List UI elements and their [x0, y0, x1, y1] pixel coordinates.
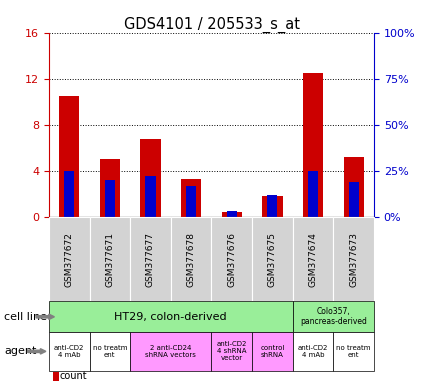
Text: GSM377673: GSM377673 [349, 232, 358, 287]
Text: HT29, colon-derived: HT29, colon-derived [114, 312, 227, 322]
Bar [227, 212, 237, 217]
Text: no treatm
ent: no treatm ent [93, 345, 127, 358]
Text: anti-CD2
4 mAb: anti-CD2 4 mAb [298, 345, 328, 358]
Bar [64, 171, 74, 217]
Text: GSM377676: GSM377676 [227, 232, 236, 287]
Text: control
shRNA: control shRNA [260, 345, 285, 358]
Bar [308, 171, 318, 217]
Text: no treatm
ent: no treatm ent [337, 345, 371, 358]
Text: GSM377674: GSM377674 [309, 232, 317, 286]
Text: GSM377671: GSM377671 [105, 232, 114, 287]
Text: 2 anti-CD24
shRNA vectors: 2 anti-CD24 shRNA vectors [145, 345, 196, 358]
Bar [105, 180, 115, 217]
Bar [348, 182, 359, 217]
Text: Colo357,
pancreas-derived: Colo357, pancreas-derived [300, 307, 367, 326]
Text: GSM377672: GSM377672 [65, 232, 74, 286]
Text: agent: agent [4, 346, 37, 356]
Bar [343, 157, 364, 217]
Text: GSM377678: GSM377678 [187, 232, 196, 287]
Bar [140, 139, 161, 217]
Bar [262, 196, 283, 217]
Bar [186, 185, 196, 217]
Text: GDS4101 / 205533_s_at: GDS4101 / 205533_s_at [125, 17, 300, 33]
Bar [267, 195, 278, 217]
Bar [59, 96, 79, 217]
Text: cell line: cell line [4, 312, 47, 322]
Text: GSM377677: GSM377677 [146, 232, 155, 287]
Bar [181, 179, 201, 217]
Bar [303, 73, 323, 217]
Bar [145, 176, 156, 217]
Bar [221, 212, 242, 217]
Bar [100, 159, 120, 217]
Text: anti-CD2
4 shRNA
vector: anti-CD2 4 shRNA vector [217, 341, 247, 361]
Text: anti-CD2
4 mAb: anti-CD2 4 mAb [54, 345, 85, 358]
Text: GSM377675: GSM377675 [268, 232, 277, 287]
Text: count: count [60, 371, 87, 381]
